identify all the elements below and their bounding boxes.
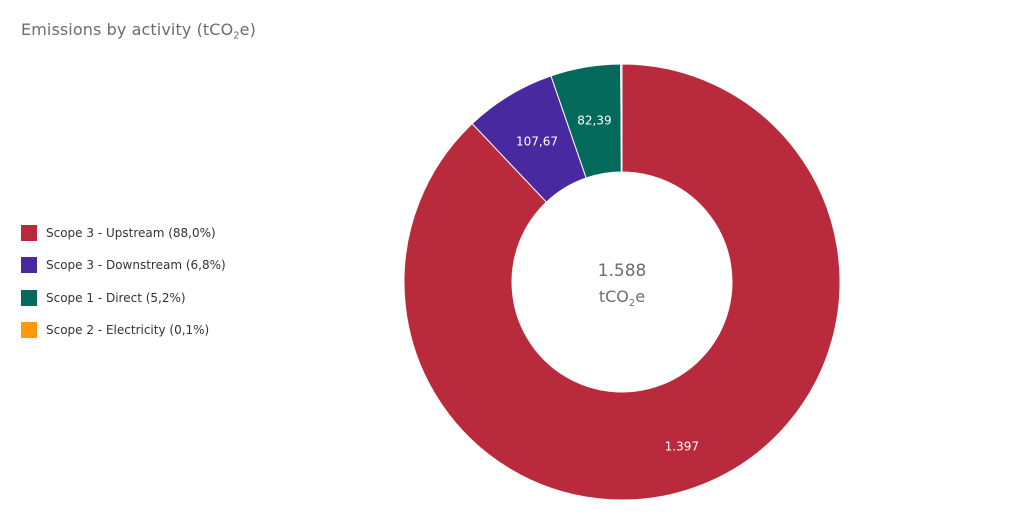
legend-item-scope3-downstream[interactable]: Scope 3 - Downstream (6,8%) [21,256,226,274]
chart-title-suffix: e) [239,20,256,39]
legend-item-scope3-upstream[interactable]: Scope 3 - Upstream (88,0%) [21,224,226,242]
chart-title-main: Emissions by activity (tCO [21,20,234,39]
center-total-value: 1.588 [598,261,647,281]
donut-data-labels: 1.397 107,67 82,39 [516,113,699,453]
slice-scope3-upstream[interactable] [403,63,841,501]
legend-item-scope2-electricity[interactable]: Scope 2 - Electricity (0,1%) [21,321,226,339]
slice-scope2-electricity[interactable] [620,63,623,173]
legend-label: Scope 1 - Direct (5,2%) [46,290,186,305]
chart-legend: Scope 3 - Upstream (88,0%) Scope 3 - Dow… [21,224,226,353]
center-total-unit: tCO2e [599,287,645,309]
legend-swatch [21,257,37,274]
chart-title-subscript: 2 [233,30,240,42]
data-label-scope3-upstream: 1.397 [665,439,699,453]
legend-swatch [21,321,37,338]
legend-item-scope1-direct[interactable]: Scope 1 - Direct (5,2%) [21,289,226,307]
legend-swatch [21,289,37,306]
data-label-scope1-direct: 82,39 [577,113,611,127]
donut-slices [403,63,841,501]
center-unit-subscript: 2 [629,298,635,309]
legend-label: Scope 2 - Electricity (0,1%) [46,322,210,337]
legend-swatch [21,225,37,241]
legend-label: Scope 3 - Downstream (6,8%) [46,258,226,273]
center-unit-main: tCO [599,287,629,306]
data-label-scope3-downstream: 107,67 [516,135,558,149]
legend-label: Scope 3 - Upstream (88,0%) [46,226,216,240]
chart-title: Emissions by activity (tCO2e) [21,20,256,41]
center-unit-suffix: e [635,287,645,306]
